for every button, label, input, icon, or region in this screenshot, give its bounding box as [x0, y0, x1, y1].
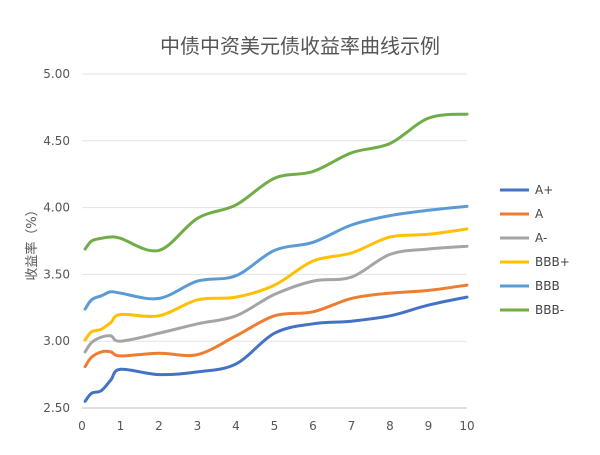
legend-label-bbb: BBB	[535, 279, 560, 293]
y-tick-4.00: 4.00	[43, 201, 70, 215]
x-tick-5: 5	[271, 419, 279, 433]
legend-label-a-minus: A-	[535, 231, 547, 245]
y-tick-2.50: 2.50	[43, 401, 70, 415]
series-line-a	[83, 283, 469, 369]
series-line-bbb-minus	[83, 112, 469, 253]
chart-title: 中债中资美元债收益率曲线示例	[160, 34, 440, 58]
x-tick-4: 4	[232, 419, 240, 433]
y-tick-labels: 2.50 3.00 3.50 4.00 4.50 5.00	[43, 67, 70, 415]
y-tick-5.00: 5.00	[43, 67, 70, 81]
series-line-bbb	[83, 204, 469, 311]
series-line-a-plus	[83, 295, 469, 403]
series-lines	[83, 112, 469, 403]
x-tick-6: 6	[309, 419, 317, 433]
y-tick-4.50: 4.50	[43, 134, 70, 148]
legend-label-bbb-minus: BBB-	[535, 303, 564, 317]
x-tick-3: 3	[194, 419, 202, 433]
series-line-bbb-plus	[83, 227, 469, 342]
x-tick-1: 1	[117, 419, 125, 433]
y-tick-3.50: 3.50	[43, 267, 70, 281]
y-axis-label: 收益率（%）	[24, 203, 40, 280]
legend-label-bbb-plus: BBB+	[535, 255, 570, 269]
x-tick-8: 8	[386, 419, 394, 433]
x-tick-9: 9	[425, 419, 433, 433]
x-tick-2: 2	[155, 419, 163, 433]
series-line-a-minus	[83, 244, 469, 354]
gridlines	[82, 73, 467, 409]
legend-label-a: A	[535, 207, 544, 221]
x-tick-10: 10	[459, 419, 474, 433]
x-tick-labels: 0 1 2 3 4 5 6 7 8 9 10	[78, 419, 474, 433]
legend-label-a-plus: A+	[535, 183, 553, 197]
legend: A+ A A- BBB+ BBB BBB-	[500, 183, 570, 317]
y-tick-3.00: 3.00	[43, 334, 70, 348]
x-tick-7: 7	[348, 419, 356, 433]
x-tick-0: 0	[78, 419, 86, 433]
